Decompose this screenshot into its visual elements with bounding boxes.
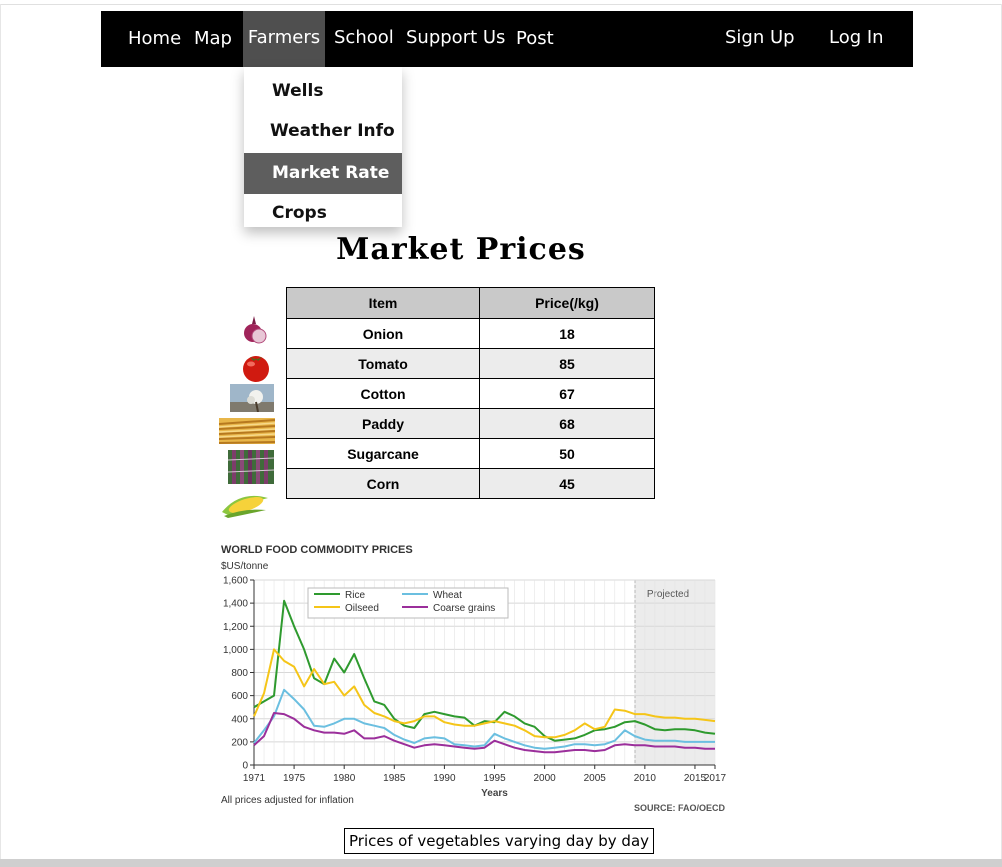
tomato-icon xyxy=(243,356,269,382)
farmers-dropdown-menu: Wells Weather Info Market Rate Crops xyxy=(244,67,402,227)
top-navbar: Home Map Farmers School Support Us Post … xyxy=(101,11,913,67)
y-tick-label: 1,200 xyxy=(223,622,248,633)
series-line-oilseed xyxy=(253,648,716,739)
chart-footnote: All prices adjusted for inflation xyxy=(221,795,354,806)
table-cell-price: 50 xyxy=(479,438,655,469)
y-tick-label: 1,000 xyxy=(223,645,248,656)
x-tick-label: 1971 xyxy=(243,773,266,784)
corn-icon xyxy=(222,495,268,518)
market-prices-table: Item Price(/kg) Onion 18 Tomato 85 Cotto… xyxy=(286,287,655,499)
nav-map[interactable]: Map xyxy=(194,28,232,49)
left-border xyxy=(0,4,1,859)
legend-label: Oilseed xyxy=(345,603,379,614)
nav-log-in[interactable]: Log In xyxy=(829,27,884,48)
sugarcane-icon xyxy=(228,450,274,484)
y-tick-label: 0 xyxy=(242,761,248,772)
series-line-coarse-grains xyxy=(253,712,715,754)
y-tick-label: 800 xyxy=(231,668,248,679)
nav-support-us[interactable]: Support Us xyxy=(406,27,506,48)
x-tick-label: 2005 xyxy=(584,773,607,784)
dropdown-item-crops[interactable]: Crops xyxy=(272,203,327,223)
nav-school[interactable]: School xyxy=(334,27,394,48)
nav-farmers[interactable]: Farmers xyxy=(243,11,325,67)
x-axis-label: Years xyxy=(481,788,508,799)
bottom-scroll-track xyxy=(0,859,1002,867)
table-cell-item: Tomato xyxy=(286,348,480,379)
legend-label: Wheat xyxy=(433,590,462,601)
table-cell-price: 67 xyxy=(479,378,655,409)
x-tick-label: 1980 xyxy=(333,773,356,784)
y-tick-label: 600 xyxy=(231,691,248,702)
x-tick-label: 2017 xyxy=(704,773,727,784)
nav-home[interactable]: Home xyxy=(128,28,182,49)
table-row: Tomato 85 xyxy=(286,348,655,379)
table-cell-item: Sugarcane xyxy=(286,438,480,469)
chart-subtitle: $US/tonne xyxy=(221,561,269,572)
series-line-wheat xyxy=(253,688,715,750)
y-tick-label: 1,400 xyxy=(223,599,248,610)
x-tick-label: 2015 xyxy=(684,773,707,784)
table-cell-price: 68 xyxy=(479,408,655,439)
top-border xyxy=(0,4,1002,5)
x-tick-label: 1990 xyxy=(433,773,456,784)
x-tick-label: 1995 xyxy=(483,773,506,784)
nav-sign-up[interactable]: Sign Up xyxy=(725,27,795,48)
projected-label: Projected xyxy=(647,589,689,600)
nav-post[interactable]: Post xyxy=(516,28,554,49)
page-title: Market Prices xyxy=(336,232,586,267)
table-row: Corn 45 xyxy=(286,468,655,499)
series-line-rice xyxy=(253,599,716,742)
table-cell-item: Paddy xyxy=(286,408,480,439)
table-header-item: Item xyxy=(286,287,480,319)
y-tick-label: 400 xyxy=(231,714,248,725)
table-header-price: Price(/kg) xyxy=(479,287,655,319)
y-tick-label: 1,600 xyxy=(223,576,248,587)
chart-source: SOURCE: FAO/OECD xyxy=(634,803,726,813)
paddy-icon xyxy=(219,418,275,444)
table-cell-price: 45 xyxy=(479,468,655,499)
table-cell-item: Onion xyxy=(286,318,480,349)
x-tick-label: 2010 xyxy=(634,773,657,784)
table-row: Cotton 67 xyxy=(286,378,655,409)
table-cell-item: Corn xyxy=(286,468,480,499)
table-row: Sugarcane 50 xyxy=(286,438,655,469)
x-tick-label: 1985 xyxy=(383,773,406,784)
cotton-icon xyxy=(230,384,274,412)
table-row: Paddy 68 xyxy=(286,408,655,439)
dropdown-item-weather-info[interactable]: Weather Info xyxy=(270,121,395,141)
onion-icon xyxy=(244,316,267,344)
chart-title: WORLD FOOD COMMODITY PRICES xyxy=(221,544,413,556)
table-cell-price: 18 xyxy=(479,318,655,349)
dropdown-item-market-rate[interactable]: Market Rate xyxy=(244,153,402,194)
x-tick-label: 2000 xyxy=(534,773,557,784)
x-tick-label: 1975 xyxy=(283,773,306,784)
table-cell-price: 85 xyxy=(479,348,655,379)
dropdown-item-wells[interactable]: Wells xyxy=(272,81,324,101)
y-tick-label: 200 xyxy=(231,737,248,748)
chart-caption: Prices of vegetables varying day by day xyxy=(344,828,655,854)
table-header-row: Item Price(/kg) xyxy=(286,287,655,319)
legend-label: Rice xyxy=(345,590,365,601)
legend-label: Coarse grains xyxy=(433,603,495,614)
table-cell-item: Cotton xyxy=(286,378,480,409)
world-food-prices-chart: Projected 0 200 400 600 800 1,000 1,200 1,400 1,6… xyxy=(221,544,727,813)
table-row: Onion 18 xyxy=(286,318,655,349)
